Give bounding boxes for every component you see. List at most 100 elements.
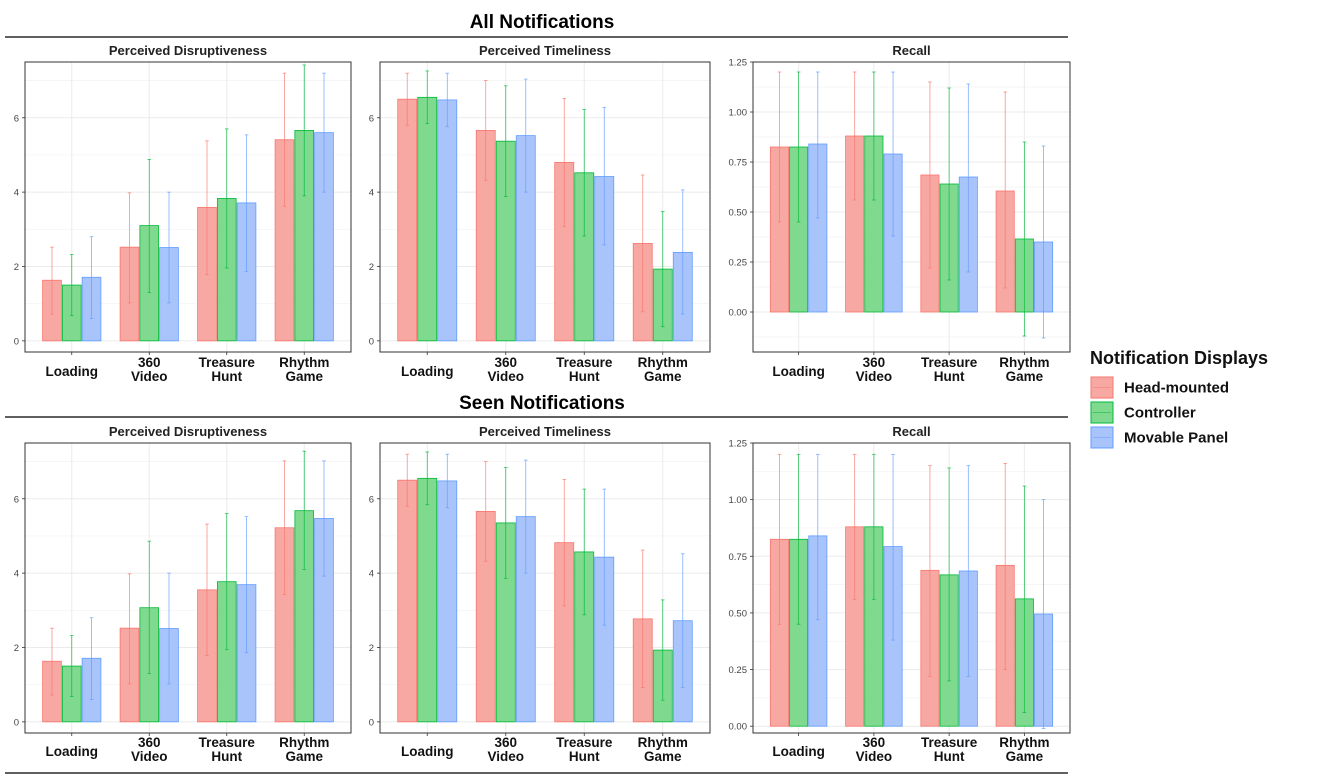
x-tick-label-line: Hunt xyxy=(569,369,600,384)
y-tick-label: 6 xyxy=(14,494,19,505)
y-tick-label: 1.00 xyxy=(729,108,748,119)
x-tick-label-line: Hunt xyxy=(569,749,600,764)
x-tick-label-line: Game xyxy=(285,369,323,384)
x-tick-label: Rhythm Game xyxy=(279,735,329,764)
y-tick-label: 6 xyxy=(369,113,374,124)
y-tick-label: 1.00 xyxy=(729,495,748,506)
x-tick-label-line: Treasure xyxy=(556,735,613,750)
panel: Perceived Disruptiveness 0 2 4 6 Loading 360 Vi… xyxy=(14,424,352,764)
y-tick-label: 1.25 xyxy=(729,58,748,69)
panel-title: Perceived Timeliness xyxy=(479,43,611,58)
x-tick-label-line: 360 xyxy=(138,355,161,370)
panel-border xyxy=(24,61,352,353)
x-tick-label: 360 Video xyxy=(487,355,524,384)
x-tick-label-line: 360 xyxy=(863,355,886,370)
y-tick-label: 0 xyxy=(14,336,19,347)
x-tick-label-line: Video xyxy=(487,749,524,764)
x-tick-label-line: Rhythm xyxy=(999,355,1049,370)
y-tick-label: 6 xyxy=(14,113,19,124)
y-tick-label: 0.50 xyxy=(729,208,748,219)
y-tick-label: 2 xyxy=(14,262,19,273)
legend-title: Notification Displays xyxy=(1090,348,1268,368)
panel: Recall 0.00 0.25 0.50 0.75 1.00 1.25 Loading 360… xyxy=(729,424,1071,764)
y-tick-label: 0.75 xyxy=(729,552,748,563)
y-tick-label: 2 xyxy=(369,643,374,654)
bar xyxy=(437,99,458,342)
bar xyxy=(397,98,418,342)
x-tick-label-line: Video xyxy=(856,369,893,384)
x-tick-label: Loading xyxy=(46,364,99,379)
y-tick-label: 0.00 xyxy=(729,722,748,733)
y-tick-label: 4 xyxy=(14,569,19,580)
x-tick-label-line: Rhythm xyxy=(279,355,329,370)
x-tick-label-line: Treasure xyxy=(921,355,978,370)
legend: Notification Displays Head-mounted Control… xyxy=(1090,348,1268,449)
x-tick-label-line: 360 xyxy=(138,735,161,750)
y-tick-label: 0 xyxy=(14,717,19,728)
x-tick-label-line: Rhythm xyxy=(638,355,688,370)
x-tick-label-line: Hunt xyxy=(211,749,242,764)
y-tick-label: 0.00 xyxy=(729,308,748,319)
x-tick-label-line: Hunt xyxy=(934,369,965,384)
panel-border xyxy=(752,442,1071,734)
x-tick-label: Loading xyxy=(401,744,454,759)
x-tick-label-line: Game xyxy=(1006,749,1044,764)
bar xyxy=(417,96,438,342)
x-tick-label: Treasure Hunt xyxy=(921,355,978,384)
x-tick-label-line: Video xyxy=(131,749,168,764)
y-tick-label: 0 xyxy=(369,336,374,347)
panel-title: Perceived Disruptiveness xyxy=(109,43,267,58)
x-tick-label: 360 Video xyxy=(856,355,893,384)
x-tick-label-line: Treasure xyxy=(921,735,978,750)
panel-title: Perceived Disruptiveness xyxy=(109,424,267,439)
x-tick-label-line: 360 xyxy=(494,735,517,750)
x-tick-label-line: Rhythm xyxy=(999,735,1049,750)
section-title: All Notifications xyxy=(470,12,615,33)
panel: Recall 0.00 0.25 0.50 0.75 1.00 1.25 Loading 360… xyxy=(729,43,1071,384)
legend-label: Controller xyxy=(1124,405,1196,422)
x-tick-label: Loading xyxy=(46,744,99,759)
x-tick-label-line: Video xyxy=(856,749,893,764)
x-tick-label-line: 360 xyxy=(863,735,886,750)
x-tick-label-line: Treasure xyxy=(199,355,256,370)
x-tick-label: 360 Video xyxy=(856,735,893,764)
y-tick-label: 1.25 xyxy=(729,439,748,450)
x-tick-label-line: Hunt xyxy=(934,749,965,764)
x-tick-label: 360 Video xyxy=(131,355,168,384)
x-tick-label: 360 Video xyxy=(487,735,524,764)
bar xyxy=(437,480,458,723)
x-tick-label-line: Game xyxy=(1006,369,1044,384)
y-tick-label: 0 xyxy=(369,717,374,728)
legend-label: Head-mounted xyxy=(1124,380,1229,397)
x-tick-label: Loading xyxy=(772,744,825,759)
x-tick-label-line: Hunt xyxy=(211,369,242,384)
bar xyxy=(397,479,418,723)
y-tick-label: 4 xyxy=(369,569,374,580)
y-tick-label: 0.25 xyxy=(729,665,748,676)
x-tick-label: Rhythm Game xyxy=(638,735,688,764)
x-tick-label-line: Game xyxy=(644,369,682,384)
x-tick-label: Loading xyxy=(401,364,454,379)
panel-border xyxy=(24,442,352,734)
x-tick-label-line: Rhythm xyxy=(279,735,329,750)
panel-border xyxy=(379,61,711,353)
x-tick-label-line: Game xyxy=(644,749,682,764)
bar xyxy=(417,477,438,723)
x-tick-label: Treasure Hunt xyxy=(921,735,978,764)
x-tick-label: Treasure Hunt xyxy=(556,355,613,384)
panel: Perceived Timeliness 0 2 4 6 Loading 360 Video T… xyxy=(369,43,711,384)
x-tick-label: Rhythm Game xyxy=(638,355,688,384)
x-tick-label-line: Video xyxy=(487,369,524,384)
section-title: Seen Notifications xyxy=(459,393,625,414)
panel-title: Perceived Timeliness xyxy=(479,424,611,439)
x-tick-label-line: Treasure xyxy=(199,735,256,750)
x-tick-label-line: Game xyxy=(285,749,323,764)
x-tick-label: Rhythm Game xyxy=(999,355,1049,384)
x-tick-label: Rhythm Game xyxy=(279,355,329,384)
panel: Perceived Timeliness 0 2 4 6 Loading 360 Video T… xyxy=(369,424,711,764)
x-tick-label-line: Video xyxy=(131,369,168,384)
panel-border xyxy=(379,442,711,734)
y-tick-label: 2 xyxy=(369,262,374,273)
x-tick-label: Loading xyxy=(772,364,825,379)
x-tick-label-line: 360 xyxy=(494,355,517,370)
